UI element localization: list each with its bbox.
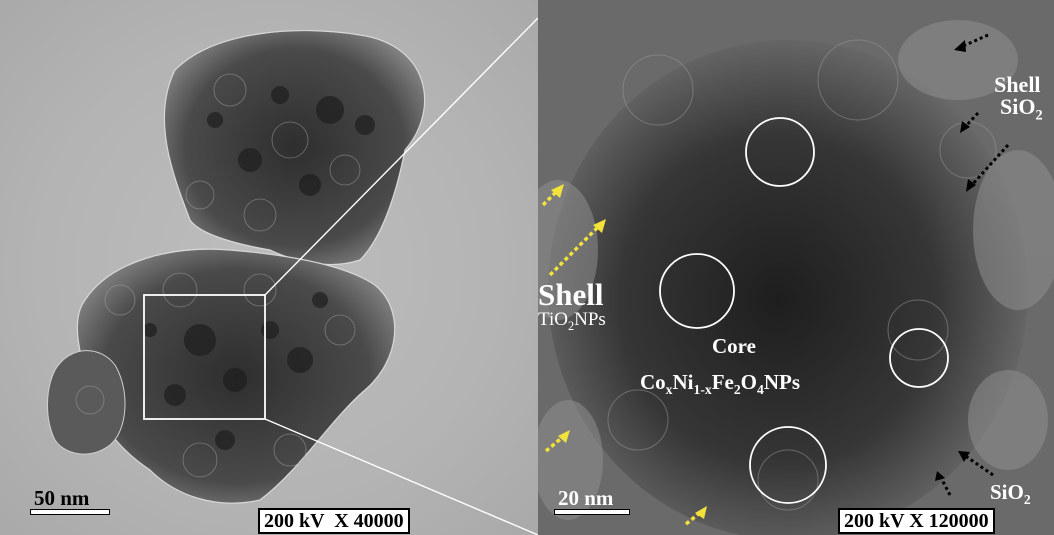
core-title: Core <box>712 334 756 358</box>
zoom-line-top <box>264 17 538 296</box>
core-formula-co: Co <box>640 370 666 394</box>
scale-bar-left <box>30 509 110 515</box>
shell-tio2-label: Shell TiO2NPs <box>538 277 606 336</box>
microscope-info-right: 200 kV X 120000 <box>838 508 995 534</box>
core-formula-o: O <box>740 370 758 394</box>
zoom-line-bottom <box>264 418 538 535</box>
shell-sio2-formula-sub: 2 <box>1035 107 1043 124</box>
sio2-bottom-text: SiO <box>990 480 1024 504</box>
sio2-bottom-sub: 2 <box>1023 492 1031 508</box>
core-shell-illustration <box>538 0 1054 535</box>
shell-sio2-title: Shell <box>994 72 1041 97</box>
core-formula-sub-2: 2 <box>733 382 741 398</box>
core-formula-sub-4: 4 <box>757 382 764 398</box>
scale-bar-right <box>554 509 630 515</box>
shell-tio2-formula-sub: 2 <box>567 318 575 333</box>
shell-tio2-formula: TiO2NPs <box>538 310 606 336</box>
core-formula: CoxNi1-xFe2O4NPs <box>640 370 800 398</box>
tem-image-low-mag: 50 nm 200 kV X 40000 <box>0 0 538 535</box>
microscope-info-left: 200 kV X 40000 <box>258 508 410 534</box>
sio2-bottom-label: SiO2 <box>990 480 1031 508</box>
zoom-region-box <box>143 294 266 420</box>
core-formula-tail: NPs <box>763 370 801 394</box>
shell-sio2-formula-text: SiO <box>1000 94 1036 119</box>
core-formula-ni: Ni <box>672 370 694 394</box>
shell-tio2-title: Shell <box>538 277 604 312</box>
nanoparticle-markers <box>659 117 949 504</box>
shell-tio2-formula-tail: NPs <box>574 309 606 330</box>
tem-image-high-mag: Shell SiO2 Shell TiO2NPs Core CoxNi1-xFe… <box>538 0 1054 535</box>
scale-label-left: 50 nm <box>34 486 90 510</box>
scale-label-right: 20 nm <box>558 486 614 510</box>
shell-tio2-formula-text: TiO <box>538 309 568 330</box>
particle-cluster-illustration <box>47 17 538 535</box>
core-formula-fe: Fe <box>711 370 734 394</box>
shell-sio2-label: Shell SiO2 <box>992 74 1043 126</box>
core-formula-sub-x: x <box>665 382 673 398</box>
shell-sio2-formula: SiO2 <box>1000 96 1043 126</box>
core-formula-sub-1x: 1-x <box>693 382 712 398</box>
